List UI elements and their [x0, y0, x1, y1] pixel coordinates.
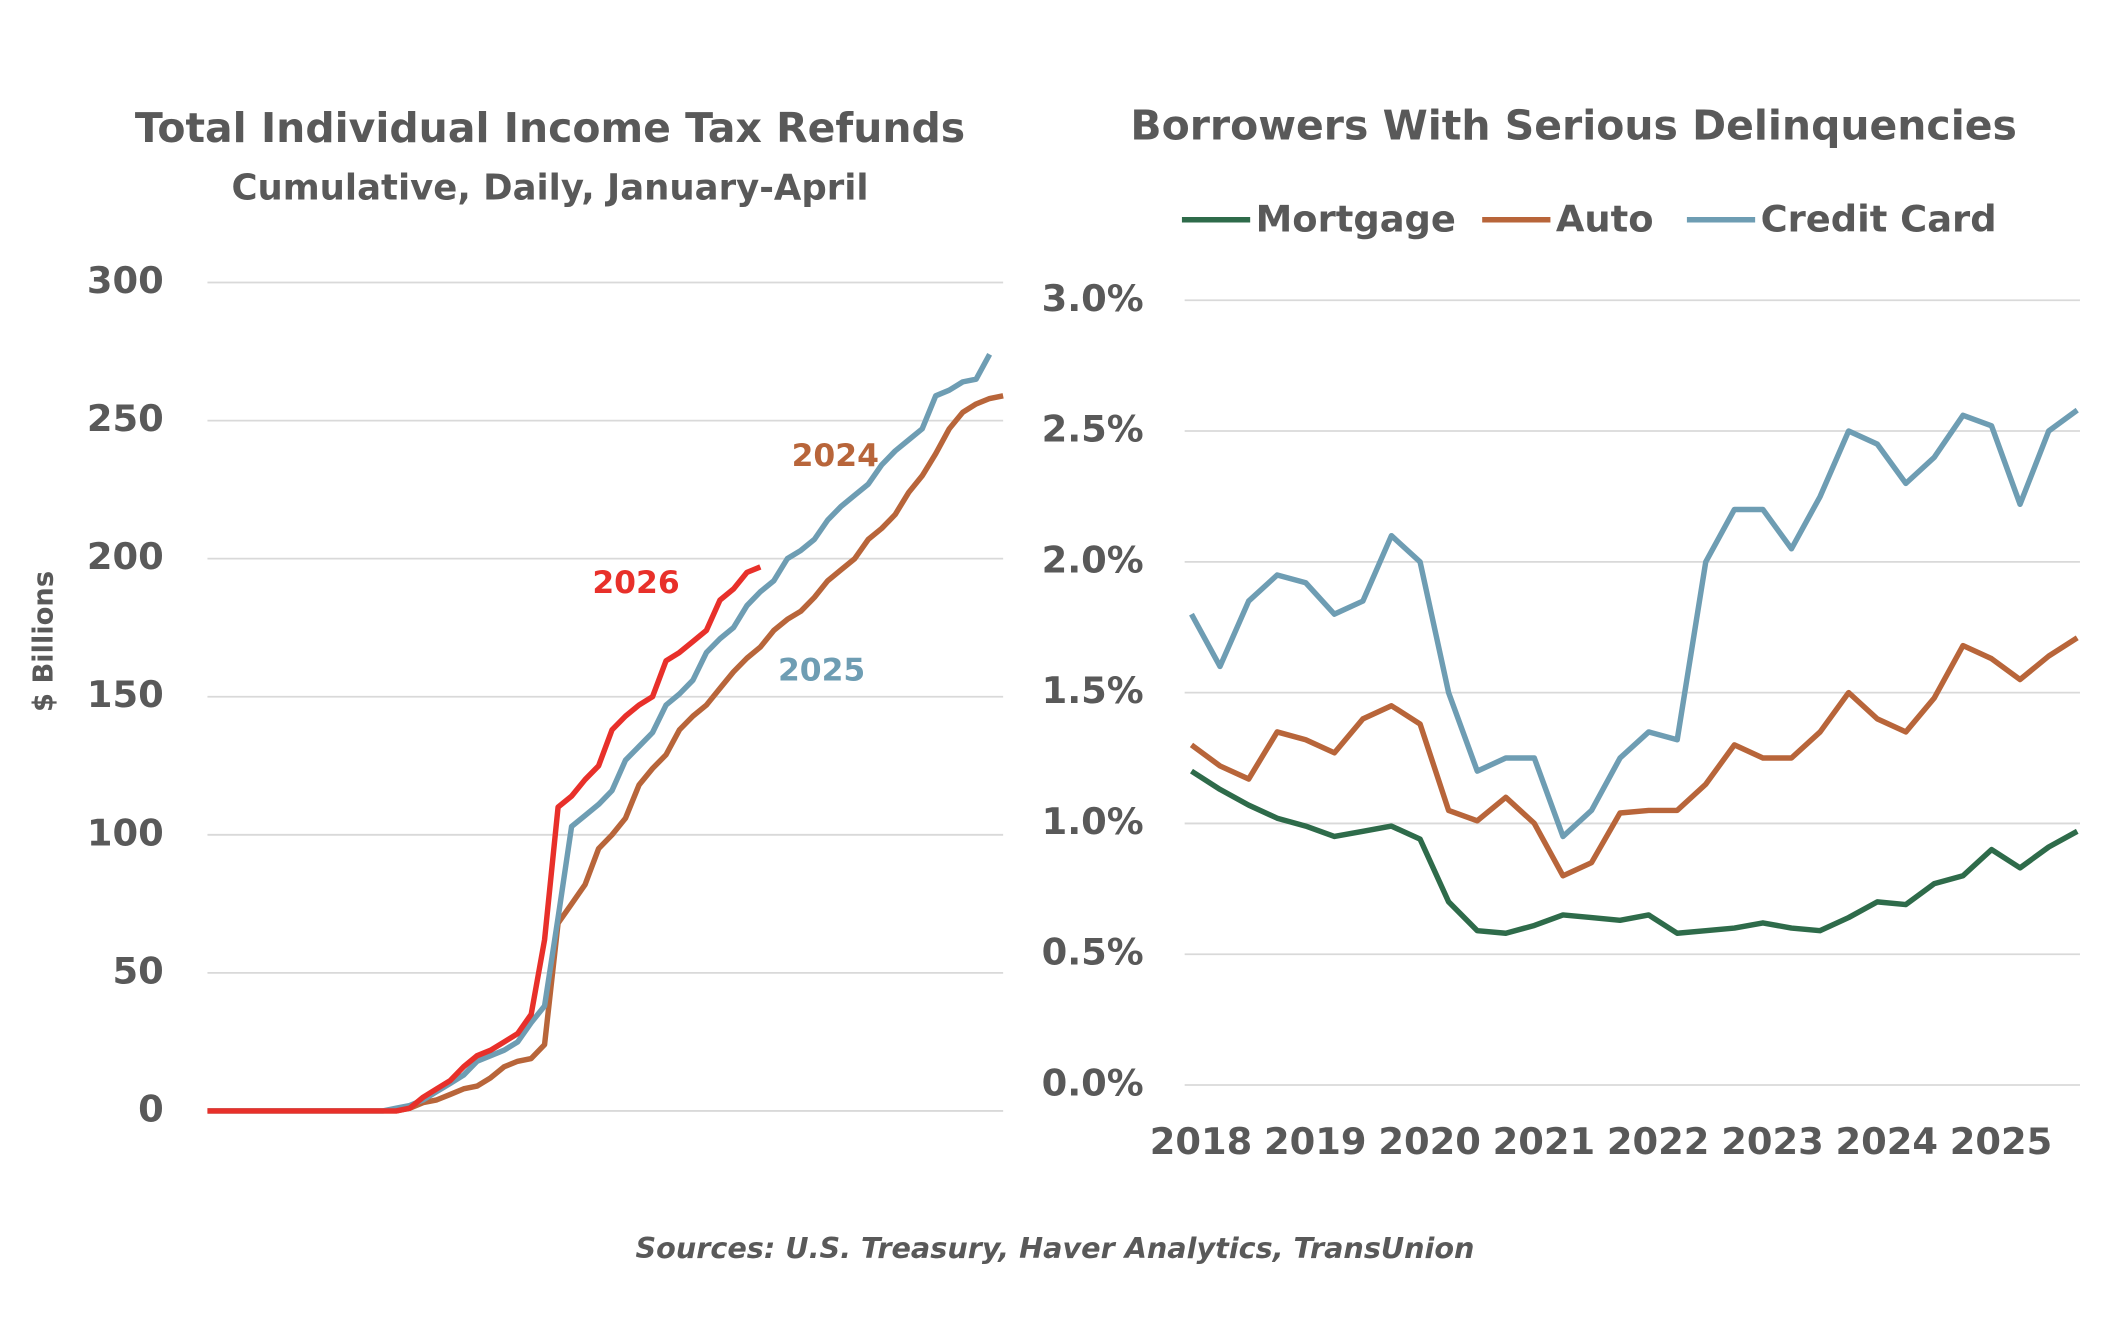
x-tick-label: 2018: [1150, 1120, 1253, 1163]
legend-label: Mortgage: [1256, 198, 1456, 241]
x-tick-label: 2022: [1607, 1120, 1710, 1163]
series-line: [1190, 768, 2079, 936]
x-tick-label: 2024: [1836, 1120, 1939, 1163]
y-tick-label: 250: [87, 397, 164, 440]
series-line: [1189, 407, 2079, 840]
legend-label: Credit Card: [1761, 198, 1997, 241]
y-tick-label: 3.0%: [1042, 277, 1144, 320]
y-tick-label: 0.0%: [1042, 1062, 1144, 1105]
y-tick-label: 2.5%: [1042, 408, 1144, 451]
y-tick-label: 300: [87, 259, 164, 302]
x-tick-label: 2023: [1721, 1120, 1824, 1163]
x-tick-label: 2025: [1950, 1120, 2053, 1163]
y-tick-label: 2.0%: [1042, 538, 1144, 581]
series-label: 2026: [592, 565, 679, 601]
series-line: [1189, 635, 2079, 879]
y-tick-label: 0.5%: [1042, 931, 1144, 974]
y-tick-label: 0: [138, 1087, 164, 1130]
left-title: Total Individual Income Tax Refunds: [135, 104, 965, 152]
y-tick-label: 50: [113, 949, 164, 992]
left-subtitle: Cumulative, Daily, January-April: [231, 168, 868, 209]
source: Sources: U.S. Treasury, Haver Analytics,…: [636, 1231, 1475, 1265]
legend-label: Auto: [1556, 198, 1654, 241]
y-tick-label: 150: [87, 673, 164, 716]
x-tick-label: 2019: [1264, 1120, 1367, 1163]
y-tick-label: 200: [87, 535, 164, 578]
y-tick-label: 1.5%: [1042, 669, 1144, 712]
x-tick-label: 2021: [1493, 1120, 1596, 1163]
series-line: [207, 564, 762, 1114]
y-axis-label: $ Billions: [29, 571, 60, 712]
x-tick-label: 2020: [1378, 1120, 1481, 1163]
series-label: 2024: [792, 438, 879, 474]
y-tick-label: 1.0%: [1042, 800, 1144, 843]
y-tick-label: 100: [87, 811, 164, 854]
series-label: 2025: [778, 652, 865, 688]
right-title: Borrowers With Serious Delinquencies: [1130, 101, 2016, 149]
